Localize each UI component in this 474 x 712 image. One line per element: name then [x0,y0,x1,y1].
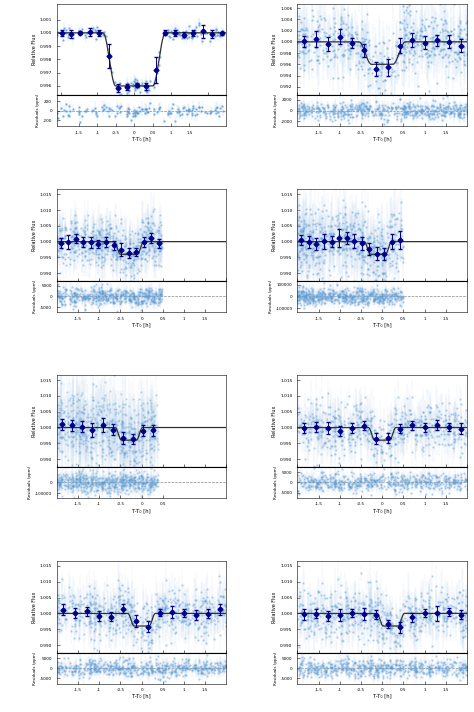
X-axis label: T-T₀ [h]: T-T₀ [h] [132,136,151,141]
Y-axis label: Relative Flux: Relative Flux [273,406,277,437]
Y-axis label: Residuals (ppm): Residuals (ppm) [33,280,37,313]
Y-axis label: Relative Flux: Relative Flux [273,592,277,623]
Y-axis label: Residuals (ppm): Residuals (ppm) [28,466,32,499]
X-axis label: T-T₀ [h]: T-T₀ [h] [373,693,392,698]
X-axis label: T-T₀ [h]: T-T₀ [h] [373,136,392,141]
Y-axis label: Relative Flux: Relative Flux [273,33,277,65]
Y-axis label: Residuals (ppm): Residuals (ppm) [36,94,40,127]
Y-axis label: Residuals (ppm): Residuals (ppm) [269,280,273,313]
X-axis label: T-T₀ [h]: T-T₀ [h] [132,693,151,698]
Y-axis label: Residuals (ppm): Residuals (ppm) [274,651,278,685]
Y-axis label: Relative Flux: Relative Flux [32,33,37,65]
X-axis label: T-T₀ [h]: T-T₀ [h] [373,508,392,513]
Y-axis label: Residuals (ppm): Residuals (ppm) [274,94,278,127]
Y-axis label: Residuals (ppm): Residuals (ppm) [33,651,37,685]
Y-axis label: Relative Flux: Relative Flux [32,592,37,623]
X-axis label: T-T₀ [h]: T-T₀ [h] [132,322,151,327]
Y-axis label: Relative Flux: Relative Flux [273,219,277,251]
X-axis label: T-T₀ [h]: T-T₀ [h] [132,508,151,513]
Y-axis label: Relative Flux: Relative Flux [32,406,37,437]
X-axis label: T-T₀ [h]: T-T₀ [h] [373,322,392,327]
Y-axis label: Relative Flux: Relative Flux [32,219,37,251]
Y-axis label: Residuals (ppm): Residuals (ppm) [274,466,278,499]
